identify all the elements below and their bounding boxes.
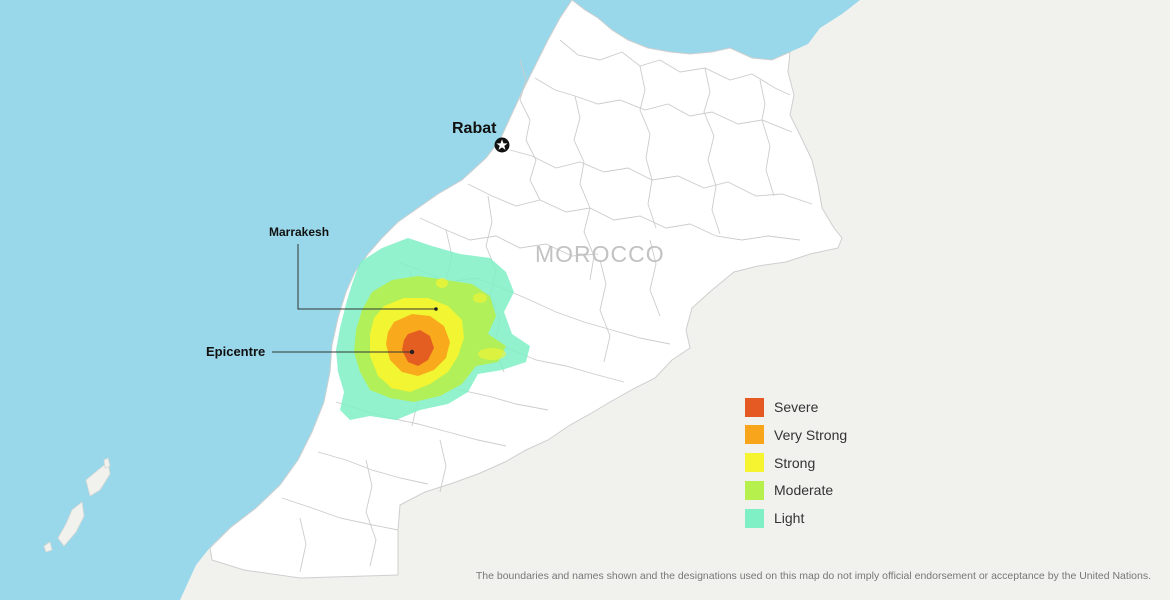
epicentre-label: Epicentre xyxy=(206,344,265,359)
intensity-spot xyxy=(436,278,448,288)
marrakesh-point xyxy=(434,307,438,311)
legend: Severe Very Strong Strong Moderate Light xyxy=(745,397,847,536)
intensity-spot xyxy=(389,381,401,389)
legend-item-moderate: Moderate xyxy=(745,480,847,500)
star-in-circle-icon xyxy=(496,139,508,150)
country-label: MOROCCO xyxy=(535,241,665,267)
legend-label: Moderate xyxy=(774,482,834,499)
legend-item-light: Light xyxy=(745,508,847,528)
legend-label: Very Strong xyxy=(774,426,848,443)
intensity-spot xyxy=(473,293,487,303)
legend-swatch xyxy=(745,397,764,417)
capital-marker[interactable] xyxy=(494,137,510,153)
shake-intensity xyxy=(336,238,530,420)
legend-label: Light xyxy=(774,510,805,527)
epicentre-point xyxy=(409,349,415,355)
legend-label: Strong xyxy=(774,454,816,471)
disclaimer-text: The boundaries and names shown and the d… xyxy=(475,570,1151,582)
legend-swatch xyxy=(745,453,764,473)
marrakesh-leader-line xyxy=(297,244,436,310)
legend-swatch xyxy=(745,508,764,528)
intensity-spot xyxy=(478,348,506,360)
legend-swatch xyxy=(745,425,764,445)
legend-item-very-strong: Very Strong xyxy=(745,425,847,445)
island xyxy=(57,501,85,547)
legend-item-severe: Severe xyxy=(745,397,847,417)
mediterranean-sea xyxy=(572,0,860,60)
island xyxy=(43,541,53,553)
marrakesh-label: Marrakesh xyxy=(269,225,329,239)
legend-swatch xyxy=(745,480,764,500)
capital-label: Rabat xyxy=(452,120,497,137)
intensity-severe xyxy=(402,330,434,366)
legend-item-strong: Strong xyxy=(745,453,847,473)
legend-label: Severe xyxy=(774,399,819,415)
island xyxy=(103,457,111,469)
morocco-land xyxy=(209,0,843,579)
atlantic-ocean xyxy=(0,0,572,600)
island xyxy=(85,461,111,497)
